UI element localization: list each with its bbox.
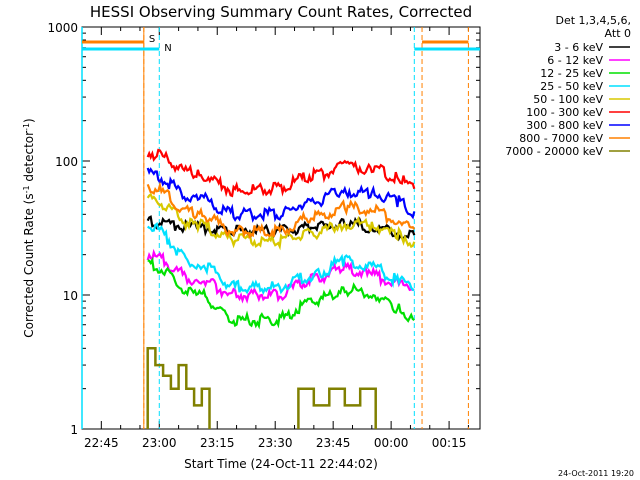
y-axis-ticks: 1 10 100 1000 — [47, 21, 480, 437]
series-line-800-7000-kev — [146, 180, 416, 240]
y-tick-label: 1 — [70, 423, 78, 437]
x-tick-label: 00:00 — [374, 436, 409, 450]
legend-label: 6 - 12 keV — [547, 54, 603, 67]
legend-header-attenuator: Att 0 — [605, 27, 631, 40]
x-tick-label: 22:45 — [84, 436, 119, 450]
observation-markers: SN — [81, 27, 480, 429]
series-line-12-25-kev — [147, 256, 415, 330]
legend-label: 7000 - 20000 keV — [505, 145, 603, 158]
y-tick-label: 1000 — [47, 21, 78, 35]
y-tick-label: 10 — [63, 289, 78, 303]
series-line-100-300-kev — [146, 148, 416, 198]
y-axis-label: Corrected Count Rate (s-1 detector-1) — [22, 118, 37, 337]
series-line-25-50-kev — [146, 222, 415, 296]
x-tick-label: 23:15 — [200, 436, 235, 450]
x-axis-ticks: 22:45 23:00 23:15 23:30 23:45 00:00 00:15 — [81, 27, 469, 450]
series-line-50-100-kev — [146, 192, 416, 251]
night-label: N — [164, 43, 171, 54]
x-tick-label: 23:45 — [316, 436, 351, 450]
chart-title: HESSI Observing Summary Count Rates, Cor… — [90, 3, 472, 21]
series-line-7000-20000-kev-segment-2 — [297, 387, 377, 429]
legend-label: 3 - 6 keV — [554, 41, 603, 54]
legend-label: 300 - 800 keV — [526, 119, 603, 132]
legend-label: 12 - 25 keV — [540, 67, 603, 80]
saa-label: S — [149, 34, 155, 45]
legend-label: 800 - 7000 keV — [519, 132, 603, 145]
legend-header-detectors: Det 1,3,4,5,6, — [555, 14, 631, 27]
series-line-7000-20000-kev-segment-1 — [146, 347, 211, 429]
legend-label: 100 - 300 keV — [526, 106, 603, 119]
series-line-300-800-kev — [146, 167, 416, 223]
legend-label: 25 - 50 keV — [540, 80, 603, 93]
x-tick-label: 23:30 — [258, 436, 293, 450]
legend-label: 50 - 100 keV — [533, 93, 603, 106]
series-line-6-12-kev — [146, 248, 415, 304]
data-series — [146, 148, 416, 429]
x-tick-label: 00:15 — [432, 436, 467, 450]
x-axis-label: Start Time (24-Oct-11 22:44:02) — [184, 457, 378, 471]
date-stamp: 24-Oct-2011 19:20 — [558, 469, 634, 478]
x-tick-label: 23:00 — [142, 436, 177, 450]
y-tick-label: 100 — [55, 155, 78, 169]
